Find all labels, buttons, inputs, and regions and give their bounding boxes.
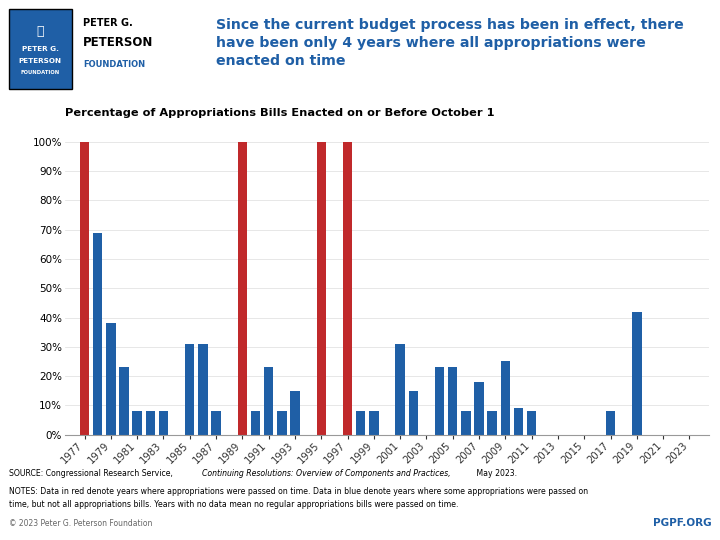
Bar — [462, 411, 471, 435]
Text: 🔥: 🔥 — [37, 24, 44, 37]
Text: Percentage of Appropriations Bills Enacted on or Before October 1: Percentage of Appropriations Bills Enact… — [65, 107, 495, 118]
Text: © 2023 Peter G. Peterson Foundation: © 2023 Peter G. Peterson Foundation — [9, 519, 152, 528]
Bar — [487, 411, 497, 435]
Text: May 2023.: May 2023. — [474, 469, 517, 478]
Bar — [238, 142, 247, 435]
Bar — [290, 391, 300, 435]
Bar — [606, 411, 616, 435]
Bar — [343, 142, 352, 435]
Text: NOTES: Data in red denote years where appropriations were passed on time. Data i: NOTES: Data in red denote years where ap… — [9, 487, 588, 496]
Bar — [395, 344, 405, 435]
Bar — [80, 142, 89, 435]
Bar — [474, 382, 484, 435]
Bar — [132, 411, 142, 435]
Bar — [277, 411, 287, 435]
Bar — [369, 411, 379, 435]
Bar — [211, 411, 221, 435]
Text: FOUNDATION: FOUNDATION — [83, 60, 145, 69]
Bar — [264, 367, 274, 435]
Bar — [145, 411, 155, 435]
Bar — [93, 233, 102, 435]
Bar — [632, 312, 642, 435]
Bar — [251, 411, 260, 435]
Bar — [408, 391, 418, 435]
Text: Continuing Resolutions: Overview of Components and Practices,: Continuing Resolutions: Overview of Comp… — [202, 469, 450, 478]
Text: FOUNDATION: FOUNDATION — [21, 70, 60, 75]
Bar — [356, 411, 366, 435]
Bar — [500, 361, 510, 435]
Text: Since the current budget process has been in effect, there
have been only 4 year: Since the current budget process has bee… — [216, 18, 684, 68]
Bar — [317, 142, 326, 435]
Text: PETER G.: PETER G. — [22, 45, 59, 52]
Bar — [527, 411, 536, 435]
Bar — [514, 408, 523, 435]
Text: SOURCE: Congressional Research Service,: SOURCE: Congressional Research Service, — [9, 469, 175, 478]
Bar — [448, 367, 457, 435]
Text: PGPF.ORG: PGPF.ORG — [653, 518, 711, 528]
Bar — [185, 344, 194, 435]
Text: PETERSON: PETERSON — [83, 36, 153, 49]
Text: PETER G.: PETER G. — [83, 18, 132, 28]
Bar — [120, 367, 129, 435]
Text: PETERSON: PETERSON — [19, 58, 62, 64]
Bar — [106, 323, 116, 435]
Bar — [198, 344, 207, 435]
Bar — [435, 367, 444, 435]
Bar — [158, 411, 168, 435]
Text: time, but not all appropriations bills. Years with no data mean no regular appro: time, but not all appropriations bills. … — [9, 500, 458, 509]
